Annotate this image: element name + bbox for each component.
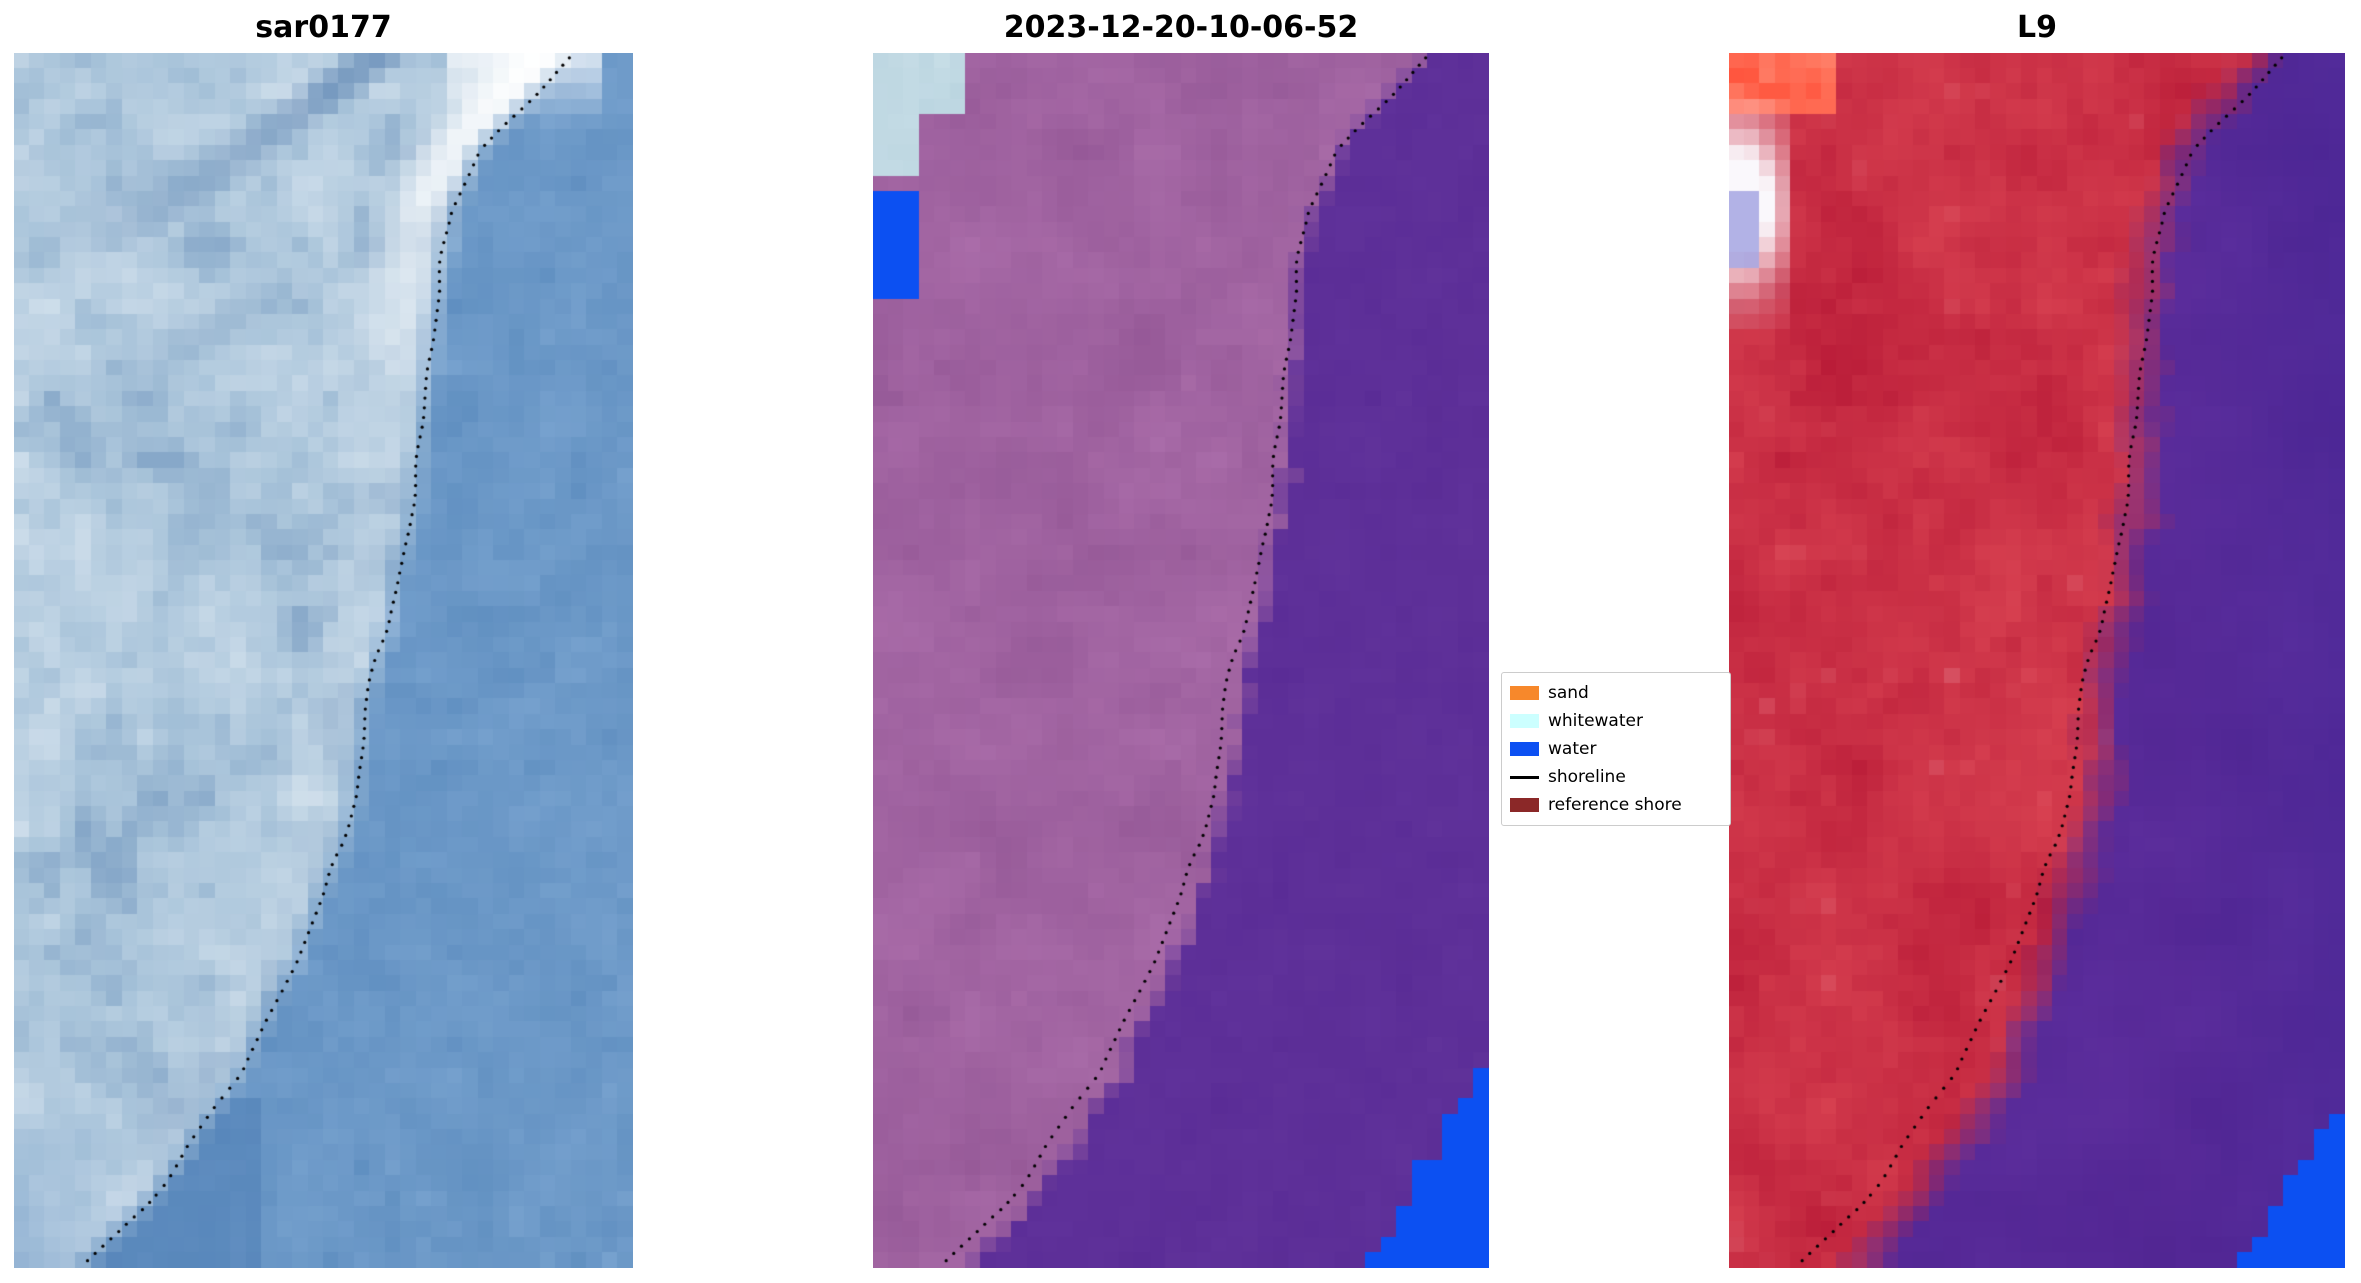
l9-panel-image (1729, 53, 2345, 1268)
classified-panel-image (873, 53, 1489, 1268)
legend-item-water: water (1510, 735, 1728, 763)
panel-title-l9: L9 (2017, 10, 2057, 45)
legend-label: shoreline (1548, 767, 1626, 787)
legend-swatch-sand (1510, 686, 1539, 700)
legend-swatch-reference-shore (1510, 798, 1539, 812)
legend-label: water (1548, 739, 1597, 759)
legend-swatch-shoreline (1510, 775, 1539, 779)
legend: sand whitewater water shoreline reference sh… (1501, 672, 1731, 826)
legend-swatch-water (1510, 742, 1539, 756)
legend-item-sand: sand (1510, 679, 1728, 707)
legend-item-shoreline: shoreline (1510, 763, 1728, 791)
panel-title-timestamp: 2023-12-20-10-06-52 (1003, 10, 1359, 45)
panel-title-sar: sar0177 (255, 10, 392, 45)
legend-label: reference shore (1548, 795, 1682, 815)
legend-item-reference-shore: reference shore (1510, 791, 1728, 819)
sar-panel-image (14, 53, 633, 1268)
legend-label: whitewater (1548, 711, 1643, 731)
legend-item-whitewater: whitewater (1510, 707, 1728, 735)
legend-label: sand (1548, 683, 1589, 703)
legend-swatch-whitewater (1510, 714, 1539, 728)
